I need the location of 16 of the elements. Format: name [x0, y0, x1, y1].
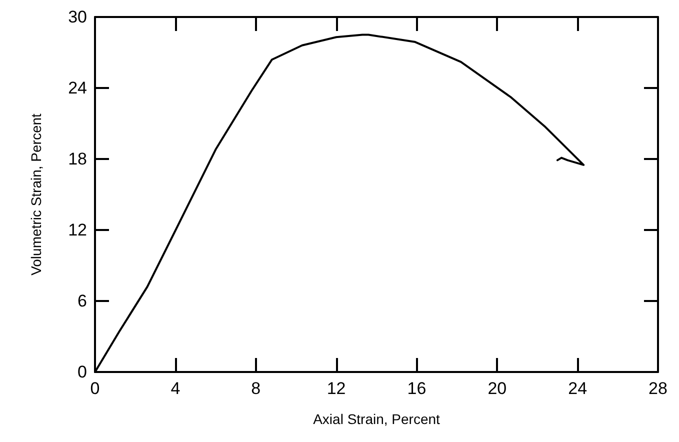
y-tick-label: 12 — [68, 220, 87, 240]
y-axis-title: Volumetric Strain, Percent — [28, 113, 44, 276]
y-tick-label: 30 — [68, 8, 87, 26]
x-tick-label: 28 — [648, 379, 668, 398]
x-tick-label: 16 — [407, 379, 426, 398]
x-tick-label: 0 — [90, 379, 100, 398]
x-axis-title: Axial Strain, Percent — [313, 411, 440, 427]
x-tick-label: 8 — [251, 379, 261, 398]
y-tick-label: 18 — [68, 150, 87, 168]
y-tick-label: 6 — [78, 292, 87, 310]
y-tick-label: 24 — [68, 78, 87, 98]
y-tick-label: 0 — [78, 362, 87, 382]
x-tick-label: 24 — [568, 379, 588, 398]
x-tick-label: 20 — [488, 379, 507, 398]
x-tick-label: 12 — [326, 379, 346, 398]
x-tick-label: 4 — [170, 379, 180, 398]
